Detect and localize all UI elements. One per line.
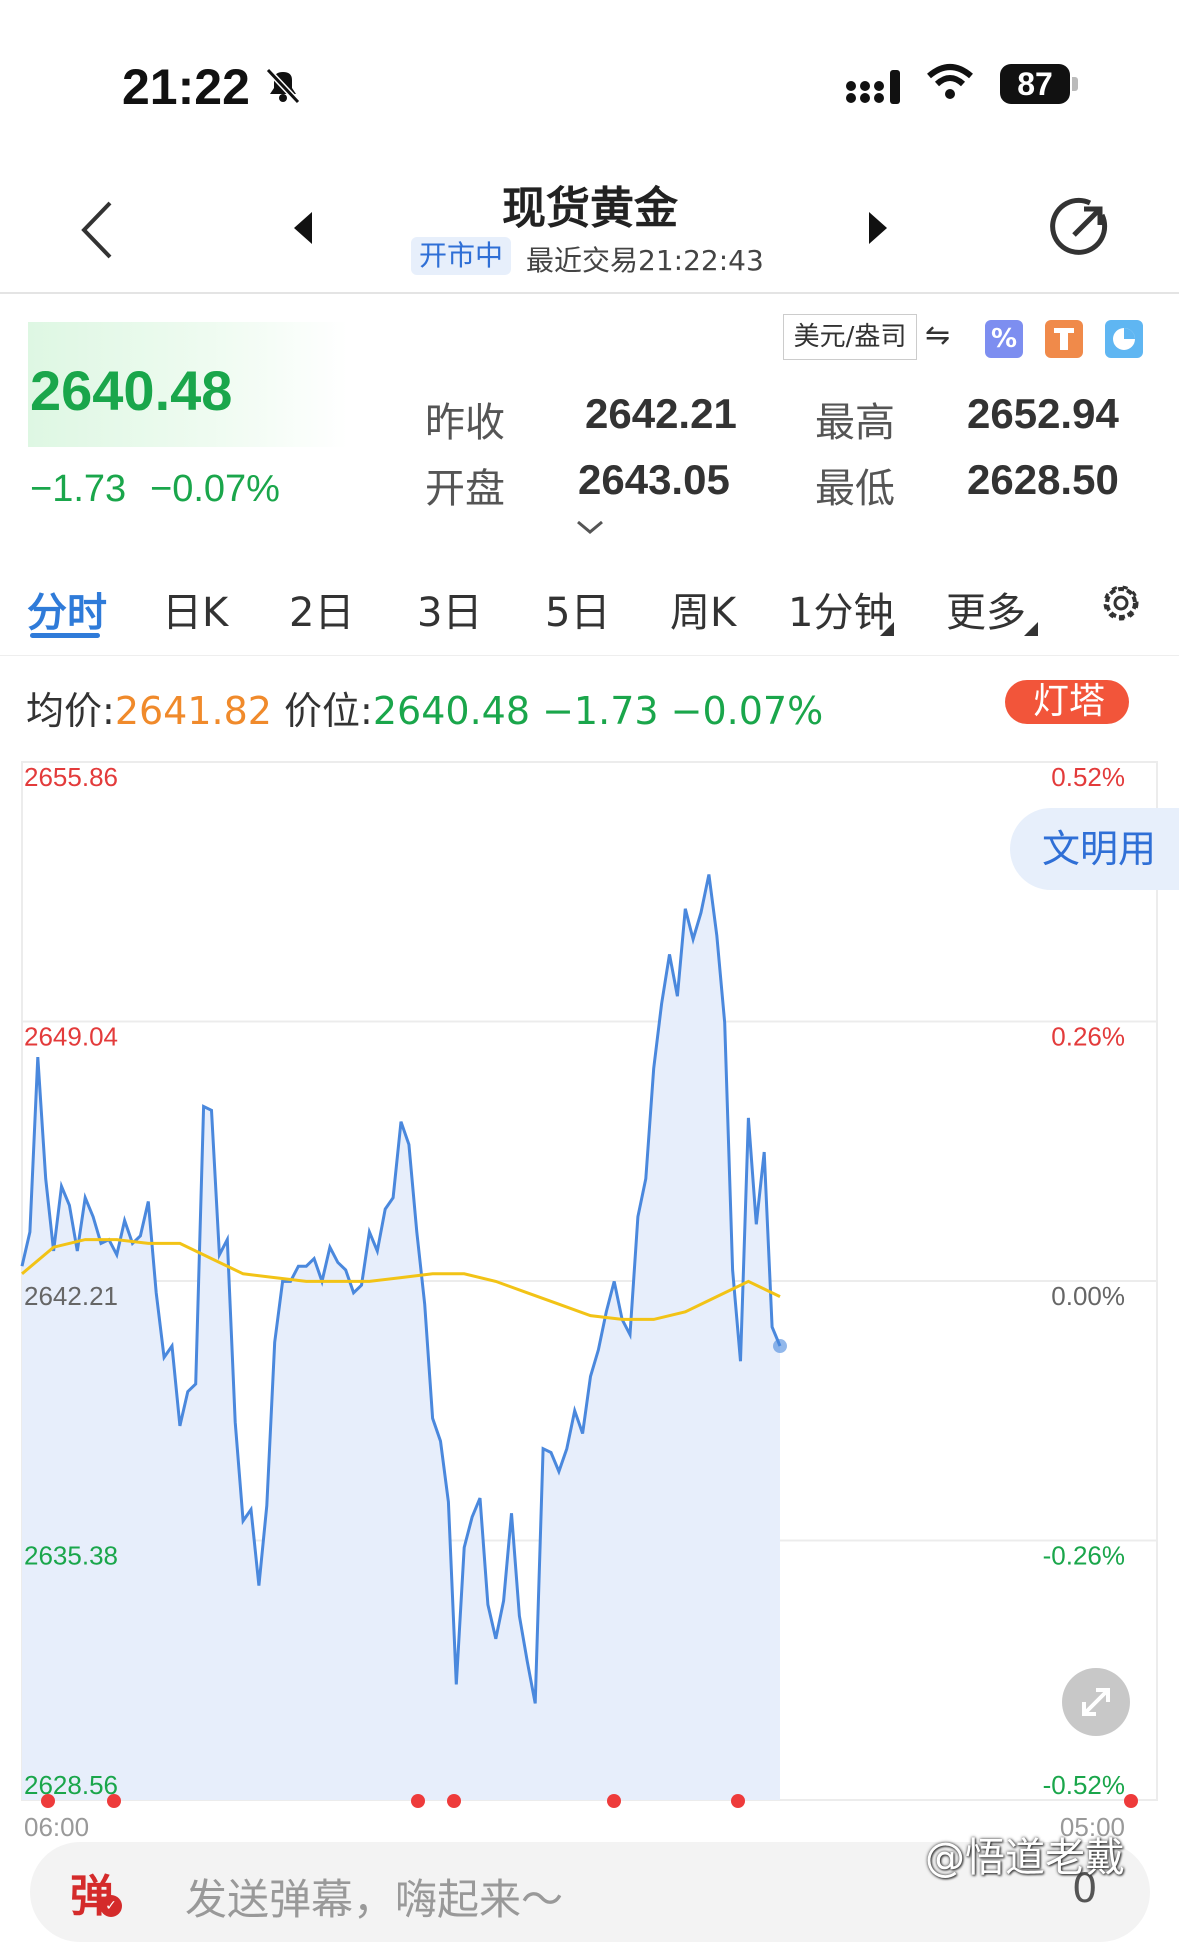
expand-icon[interactable] <box>1062 1668 1130 1736</box>
tab-2day[interactable]: 2日 <box>289 590 355 636</box>
event-marker <box>731 1794 745 1808</box>
last-price-dot <box>773 1339 787 1354</box>
tab-fenshi[interactable]: 分时 <box>27 590 107 636</box>
tab-day-k[interactable]: 日K <box>162 590 229 636</box>
pie-icon[interactable] <box>1105 320 1143 358</box>
avg-price-line <box>21 1238 781 1321</box>
event-marker <box>607 1794 621 1808</box>
price-line <box>20 874 782 1704</box>
event-marker <box>411 1794 425 1808</box>
price-value: 2640.48 <box>372 689 530 733</box>
tab-week-k[interactable]: 周K <box>670 590 737 636</box>
battery-cap <box>1072 77 1078 91</box>
y-right-label: -0.26% <box>1043 1541 1125 1571</box>
avg-value: 2641.82 <box>114 689 272 733</box>
price-change-pct: −0.07% <box>150 468 280 510</box>
y-left-label: 2649.04 <box>24 1022 118 1052</box>
info-change: −1.73 <box>542 689 659 733</box>
lighthouse-button[interactable]: 灯塔 ▸ <box>1005 680 1129 766</box>
price-highlight <box>28 322 348 447</box>
header-divider <box>0 292 1179 294</box>
status-badge: 开市中 <box>411 237 511 275</box>
danmu-input[interactable]: 发送弹幕，嗨起来～ <box>185 1875 564 1924</box>
x-label: 06:00 <box>24 1812 89 1840</box>
stat-value: 2628.50 <box>967 456 1119 503</box>
event-marker <box>107 1794 121 1808</box>
y-left-label: 2635.38 <box>24 1541 118 1571</box>
event-marker <box>1124 1794 1138 1808</box>
watermark: @悟道老戴 <box>925 1835 1125 1881</box>
chevron-down-icon[interactable] <box>575 518 605 536</box>
percent-icon[interactable]: % <box>985 320 1023 358</box>
y-left-label: 2655.86 <box>24 762 118 792</box>
y-right-label: 0.00% <box>1051 1281 1125 1311</box>
tab-underline <box>30 633 100 638</box>
chart-info-line: 均价:2641.82 价位:2640.48 −1.73 −0.07% <box>26 680 823 735</box>
stat-label: 开盘 <box>425 466 505 512</box>
avg-label: 均价: <box>26 689 115 733</box>
wifi-icon <box>927 64 973 99</box>
tab-5day[interactable]: 5日 <box>545 590 611 636</box>
tab-more[interactable]: 更多 <box>946 590 1026 636</box>
event-marker <box>41 1794 55 1808</box>
stat-label: 最高 <box>815 400 895 446</box>
page-title: 现货黄金 <box>502 183 678 234</box>
check-icon: ✓ <box>100 1895 122 1917</box>
next-triangle-icon[interactable] <box>865 208 891 248</box>
price-chart[interactable]: 2655.86 0.52% 2649.04 0.26% 2642.21 0.00% 2635… <box>0 740 1179 1840</box>
refresh-icon[interactable] <box>1050 195 1114 259</box>
y-right-label: 0.52% <box>1051 762 1125 792</box>
stat-value: 2642.21 <box>585 390 737 437</box>
y-left-label: 2642.21 <box>24 1281 118 1311</box>
side-tag[interactable]: 文明用 <box>1010 808 1179 890</box>
price-label: 价位: <box>284 689 373 733</box>
price-change: −1.73 <box>30 468 127 510</box>
y-right-label: -0.52% <box>1043 1770 1125 1800</box>
stat-label: 最低 <box>815 466 895 512</box>
x-label: 05:00 <box>1060 1812 1125 1840</box>
tab-1min[interactable]: 1分钟 <box>788 590 894 636</box>
status-time: 21:22 <box>122 59 250 115</box>
gear-icon[interactable] <box>1098 580 1144 626</box>
tabs-divider <box>0 655 1179 656</box>
stat-value: 2643.05 <box>578 456 730 503</box>
dropdown-corner-icon <box>1024 622 1038 636</box>
price-area <box>22 874 780 1800</box>
prev-triangle-icon[interactable] <box>290 208 316 248</box>
back-arrow-icon[interactable] <box>70 195 130 265</box>
tower-icon[interactable] <box>1045 320 1083 358</box>
axis-labels: 2655.86 0.52% 2649.04 0.26% 2642.21 0.00% 2635… <box>24 762 1125 1840</box>
y-right-label: 0.26% <box>1051 1022 1125 1052</box>
event-marker <box>447 1794 461 1808</box>
lighthouse-label: 灯塔 <box>1033 681 1106 722</box>
unit-selector[interactable]: 美元/盎司 <box>783 314 917 360</box>
last-trade-time: 最近交易21:22:43 <box>526 244 764 277</box>
stat-label: 昨收 <box>425 400 505 446</box>
dropdown-corner-icon <box>880 622 894 636</box>
signal-icon <box>846 70 900 104</box>
danmu-count: 0 <box>1072 1866 1098 1912</box>
stat-value: 2652.94 <box>967 390 1119 437</box>
swap-icon[interactable]: ⇋ <box>925 318 951 353</box>
info-pct: −0.07% <box>670 689 824 733</box>
event-markers <box>41 1794 1138 1808</box>
tab-3day[interactable]: 3日 <box>417 590 483 636</box>
current-price: 2640.48 <box>30 359 233 422</box>
y-left-label: 2628.56 <box>24 1770 118 1800</box>
bell-off-icon <box>265 67 301 105</box>
battery-icon: 87 <box>1000 64 1070 104</box>
